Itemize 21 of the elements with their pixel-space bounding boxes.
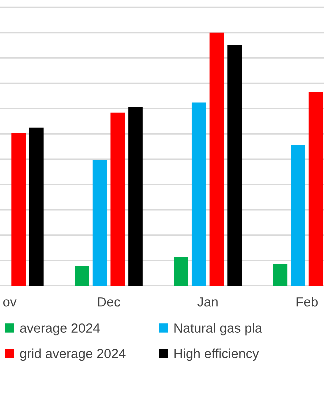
bar: [75, 266, 90, 286]
legend-label: Natural gas pla: [174, 323, 262, 336]
bar: [192, 102, 206, 286]
legend-label: grid average 2024: [20, 348, 126, 362]
bar: [12, 133, 26, 286]
x-tick-label: Feb: [296, 297, 318, 307]
bar: [92, 160, 108, 286]
bar: [174, 257, 189, 286]
bar: [228, 45, 242, 286]
bar: [210, 32, 224, 286]
bar: [29, 128, 44, 286]
x-tick-label: Jan: [198, 298, 218, 307]
bar: [291, 146, 306, 286]
x-tick-label: Dec: [98, 298, 120, 307]
bar: [273, 264, 288, 286]
bar: [128, 107, 143, 286]
x-tick-label: ov: [3, 300, 17, 307]
bar: [110, 112, 126, 286]
bar: [308, 92, 324, 286]
legend-label: High efficiency: [174, 348, 260, 362]
legend-label: average 2024: [20, 324, 100, 336]
